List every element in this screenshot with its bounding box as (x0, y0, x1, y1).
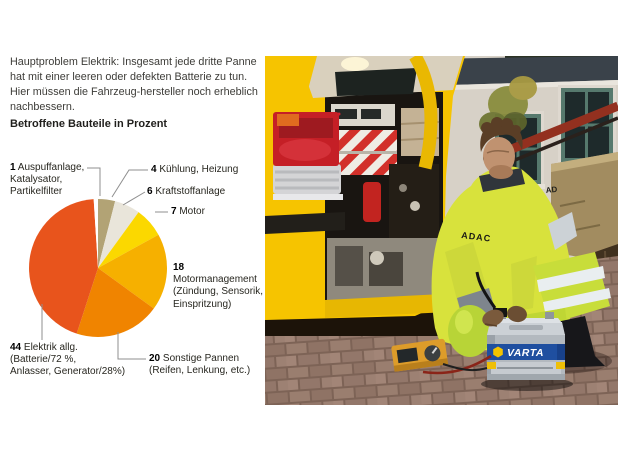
callout-label: Sonstige Pannen (Reifen, Lenkung, etc.) (149, 353, 251, 377)
callout-value: 1 (10, 162, 16, 173)
callout-elektrik: 44 Elektrik allg. (Batterie/72 %, Anlass… (10, 342, 125, 379)
leader-kraftstoffanlage (122, 191, 146, 206)
battery-blue-band (487, 344, 565, 360)
hatch-door (265, 56, 463, 170)
pie-slice-18-percent (98, 234, 168, 309)
leader-sonstige (117, 332, 146, 360)
taillight (273, 112, 343, 200)
callout-value: 18 (173, 262, 185, 273)
green-canister (448, 305, 492, 357)
callout-sonstige: 20 Sonstige Pannen (Reifen, Lenkung, etc… (149, 353, 250, 377)
trunk-sill (325, 294, 449, 318)
callout-kraftstoffanlage: 6 Kraftstoffanlage (147, 186, 225, 198)
callout-value: 7 (171, 206, 177, 217)
work-gloves (482, 305, 527, 327)
shoulder-adac-text: AD (545, 185, 558, 195)
intro-paragraph: Hauptproblem Elektrik: Insgesamt jede dr… (10, 56, 258, 113)
callout-kuehlung: 4 Kühlung, Heizung (151, 164, 238, 176)
callout-motormanagement: 18 Motormanagement (Zündung, Sensorik, E… (173, 262, 263, 311)
worker-head (479, 117, 525, 192)
varta-battery: VARTA (481, 308, 573, 391)
callout-value: 4 (151, 164, 157, 175)
leader-auspuffanlage (87, 167, 101, 196)
test-cable-black (475, 271, 497, 309)
worker-right-arm (511, 256, 537, 312)
jumper-cable-red (422, 354, 492, 375)
pie-slice-20-percent (76, 268, 154, 337)
callout-motor: 7 Motor (171, 206, 205, 218)
pie-slice-1-percent (93, 199, 98, 268)
reflective-band (548, 212, 577, 250)
pie-slice-7-percent (98, 212, 159, 268)
photo-roadside-assistance: ADAC AD (265, 56, 618, 405)
varta-hexagon (493, 346, 503, 358)
callout-label: Motor (179, 206, 205, 217)
adac-van (265, 56, 465, 320)
callout-auspuffanlage: 1 Auspuffanlage, Katalysator, Partikelfi… (10, 162, 84, 199)
pie-slices (29, 199, 168, 337)
chart-subtitle: Betroffene Bauteile in Prozent (10, 118, 168, 130)
pie-slice-6-percent (98, 201, 139, 268)
callout-label: Motormanagement (Zündung, Sensorik, Eins… (173, 274, 264, 310)
trunk-shelves (327, 104, 440, 300)
leader-lines (41, 167, 168, 360)
callout-label: Kühlung, Heizung (159, 164, 239, 175)
multimeter (391, 338, 449, 372)
multimeter-lead (442, 363, 488, 372)
varta-logo-text: VARTA (507, 347, 544, 359)
leader-kuehlung (111, 169, 148, 198)
callout-value: 44 (10, 342, 22, 353)
callout-value: 6 (147, 186, 153, 197)
callout-label: Elektrik allg. (Batterie/72 %, Anlasser,… (10, 342, 126, 378)
pie-slice-4-percent (98, 199, 116, 268)
pie-slice-44-percent (29, 199, 98, 334)
callout-label: Auspuffanlage, Katalysator, Partikelfilt… (10, 162, 85, 198)
jacket-adac-text: ADAC (461, 230, 492, 244)
callout-label: Kraftstoffanlage (155, 186, 226, 197)
callout-value: 20 (149, 353, 161, 364)
intro-block: Hauptproblem Elektrik: Insgesamt jede dr… (10, 55, 264, 131)
bumper-molding (265, 212, 345, 234)
